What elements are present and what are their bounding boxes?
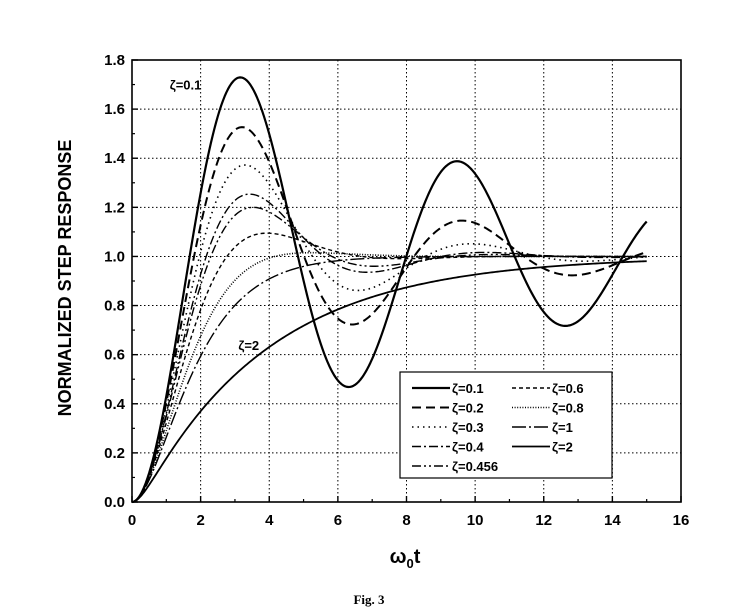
- legend-label-4: ζ=0.456: [452, 459, 498, 474]
- x-tick-label: 8: [402, 512, 410, 529]
- y-tick-label: 1.0: [104, 248, 125, 265]
- x-tick-label: 14: [604, 512, 621, 529]
- y-tick-label: 1.4: [104, 150, 126, 167]
- legend-label-8: ζ=2: [552, 440, 573, 455]
- annotations: ζ=0.1 ζ=2: [170, 77, 259, 352]
- x-tick-label: 2: [196, 512, 204, 529]
- series-line-4: [131, 206, 647, 503]
- legend-label-1: ζ=0.2: [452, 401, 484, 416]
- y-tick-label: 1.6: [104, 101, 125, 118]
- legend-label-5: ζ=0.6: [552, 381, 584, 396]
- legend-label-7: ζ=1: [552, 420, 573, 435]
- x-axis-label-tail: t: [414, 546, 421, 568]
- y-tick-label: 1.2: [104, 199, 125, 216]
- annotation-0: ζ=0.1: [170, 77, 202, 92]
- y-tick-label: 1.8: [104, 52, 125, 69]
- series-line-6: [131, 251, 647, 503]
- legend: ζ=0.1 ζ=0.2 ζ=0.3 ζ=0.4 ζ=0.456 ζ=0.6 ζ=0.8 ζ=1…: [399, 371, 613, 479]
- y-tick-label: 0.6: [104, 347, 125, 364]
- x-tick-label: 10: [467, 512, 484, 529]
- legend-box: [399, 371, 613, 479]
- x-tick-label: 0: [128, 512, 136, 529]
- y-tick-label: 0.4: [104, 396, 126, 413]
- x-axis-label: ω0t: [390, 546, 421, 571]
- x-tick-label: 4: [265, 512, 274, 529]
- x-axis-label-main: ω: [390, 546, 407, 568]
- y-tick-label: 0.0: [104, 494, 125, 511]
- series-line-1: [131, 126, 647, 503]
- legend-label-0: ζ=0.1: [452, 381, 484, 396]
- series-line-2: [131, 164, 647, 503]
- y-tick-label: 0.2: [104, 445, 125, 462]
- legend-label-2: ζ=0.3: [452, 420, 484, 435]
- series-line-7: [131, 255, 647, 503]
- x-axis-label-sub: 0: [407, 556, 414, 571]
- x-tick-label: 6: [334, 512, 342, 529]
- annotation-1: ζ=2: [238, 338, 259, 353]
- series-line-8: [131, 260, 647, 503]
- series-group: [131, 76, 648, 504]
- y-tick-label: 0.8: [104, 298, 125, 315]
- legend-label-6: ζ=0.8: [552, 401, 584, 416]
- x-tick-label: 16: [673, 512, 690, 529]
- y-axis-label: NORMALIZED STEP RESPONSE: [55, 140, 75, 417]
- tick-labels: 0 2 4 6 8 10 12 14 16 0.0 0.2 0.4 0.6 0.8 1.0 1.2 1.4 1.6…: [104, 52, 689, 529]
- x-tick-label: 12: [535, 512, 552, 529]
- axis-ticks: [131, 59, 682, 503]
- figure-caption: Fig. 3: [353, 592, 385, 607]
- series-line-0: [131, 76, 648, 504]
- legend-label-3: ζ=0.4: [452, 440, 484, 455]
